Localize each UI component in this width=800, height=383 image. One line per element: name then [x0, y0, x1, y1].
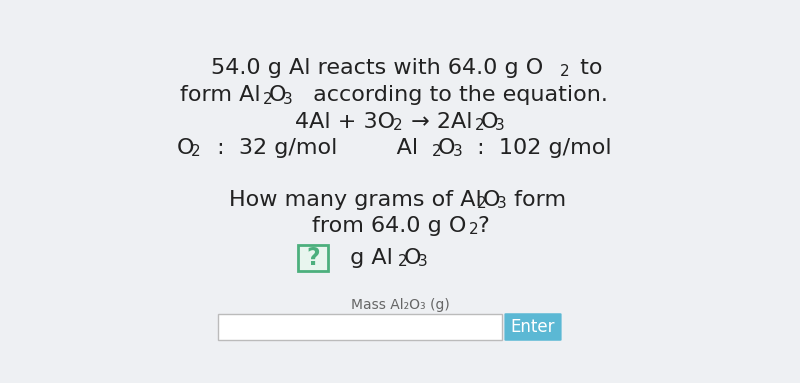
FancyBboxPatch shape	[218, 314, 502, 340]
Text: :  32 g/mol: : 32 g/mol	[210, 138, 338, 158]
Text: ?: ?	[306, 246, 320, 270]
Text: 3: 3	[283, 92, 293, 106]
Text: 4Al + 3O: 4Al + 3O	[294, 112, 394, 132]
Text: O: O	[438, 138, 456, 158]
Text: O: O	[177, 138, 194, 158]
Text: How many grams of Al: How many grams of Al	[229, 190, 482, 210]
Text: to: to	[573, 58, 602, 78]
Text: ?: ?	[478, 216, 490, 236]
Text: 3: 3	[453, 144, 462, 159]
Text: 3: 3	[495, 118, 505, 134]
Text: 3: 3	[418, 254, 428, 270]
Text: O: O	[483, 190, 501, 210]
Text: 2: 2	[393, 118, 402, 134]
FancyBboxPatch shape	[504, 313, 562, 341]
Text: 2: 2	[432, 144, 442, 159]
Text: 2: 2	[469, 223, 478, 237]
Text: O: O	[481, 112, 498, 132]
Text: form Al: form Al	[180, 85, 261, 105]
Text: g Al: g Al	[342, 248, 393, 268]
Text: 2: 2	[262, 92, 272, 106]
Text: O: O	[269, 85, 286, 105]
FancyBboxPatch shape	[298, 245, 328, 271]
Text: 3: 3	[497, 196, 507, 211]
Text: :  102 g/mol: : 102 g/mol	[470, 138, 612, 158]
Text: 2: 2	[560, 64, 570, 80]
Text: according to the equation.: according to the equation.	[306, 85, 608, 105]
Text: Al: Al	[361, 138, 418, 158]
Text: from 64.0 g O: from 64.0 g O	[313, 216, 467, 236]
Text: O: O	[404, 248, 422, 268]
Text: 2: 2	[191, 144, 201, 159]
Text: Mass Al₂O₃ (g): Mass Al₂O₃ (g)	[350, 298, 450, 312]
Text: 2: 2	[398, 254, 407, 270]
Text: Enter: Enter	[510, 318, 555, 336]
Text: 2: 2	[477, 196, 486, 211]
Text: form: form	[507, 190, 566, 210]
Text: → 2Al: → 2Al	[404, 112, 473, 132]
Text: 54.0 g Al reacts with 64.0 g O: 54.0 g Al reacts with 64.0 g O	[211, 58, 543, 78]
Text: 2: 2	[474, 118, 484, 134]
